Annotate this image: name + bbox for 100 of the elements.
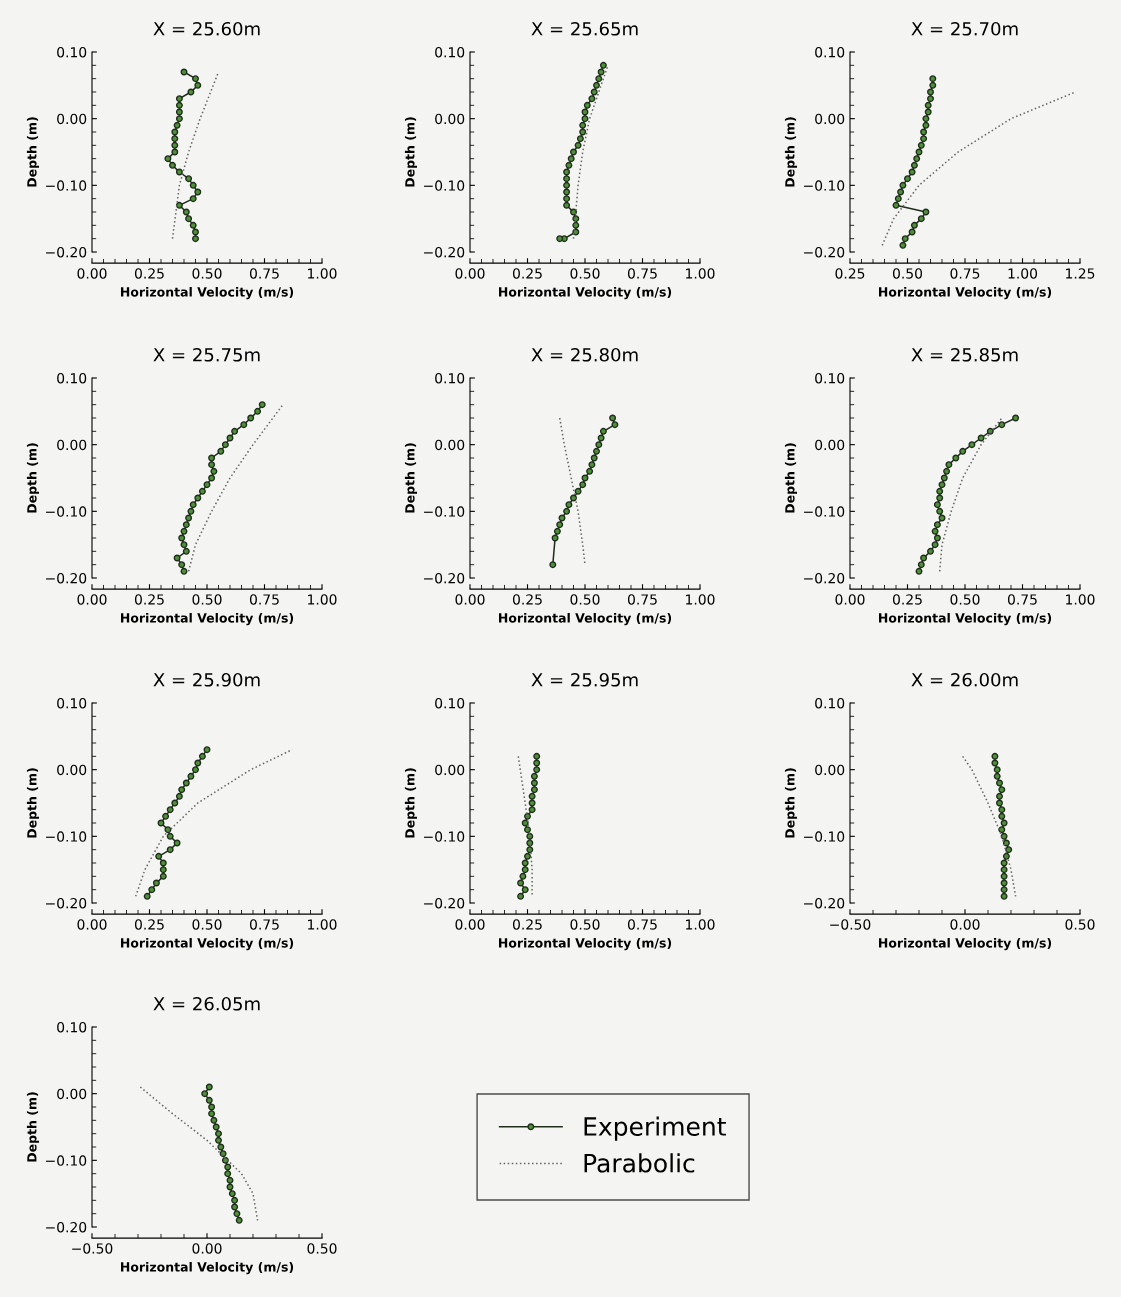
point xyxy=(208,454,216,462)
point xyxy=(164,155,172,163)
point xyxy=(927,88,934,96)
point xyxy=(162,812,170,820)
point xyxy=(519,872,527,880)
chart-title: X = 25.90m xyxy=(153,672,260,687)
y-axis-title: Depth (m) xyxy=(784,768,798,838)
point xyxy=(567,155,575,163)
point xyxy=(922,115,930,123)
point xyxy=(968,441,976,449)
point xyxy=(185,175,193,183)
point xyxy=(521,886,529,894)
point xyxy=(611,421,619,429)
point xyxy=(1002,852,1010,860)
point xyxy=(998,786,1006,794)
point xyxy=(933,534,941,542)
point xyxy=(563,195,571,203)
point xyxy=(563,181,571,189)
y-tick-label: 0.10 xyxy=(57,1021,87,1033)
point xyxy=(901,235,909,243)
y-axis-title: Depth (m) xyxy=(784,117,798,187)
point xyxy=(920,128,928,136)
point xyxy=(996,792,1003,800)
point xyxy=(521,859,529,867)
line-series xyxy=(171,71,220,240)
point xyxy=(917,215,925,223)
point xyxy=(1000,892,1008,900)
x-axis-title: Horizontal Velocity (m/s) xyxy=(499,612,672,626)
point xyxy=(180,567,188,575)
point xyxy=(152,879,160,887)
point xyxy=(579,128,587,136)
chart-title: X = 26.00m xyxy=(911,672,1018,687)
point xyxy=(526,846,534,854)
point xyxy=(159,872,167,880)
y-tick-label: −0.10 xyxy=(804,180,845,191)
point xyxy=(933,501,941,509)
point xyxy=(924,108,932,116)
x-tick-label: 0.50 xyxy=(192,594,222,605)
x-tick-label: 0.50 xyxy=(570,919,600,930)
point xyxy=(1000,819,1008,827)
point xyxy=(192,235,199,243)
point xyxy=(171,141,179,149)
y-tick-label: −0.10 xyxy=(46,831,87,842)
y-axis-title: Depth (m) xyxy=(26,117,40,187)
point xyxy=(189,501,197,509)
point xyxy=(201,1090,209,1098)
point xyxy=(175,115,183,123)
point xyxy=(194,188,202,196)
y-tick-label: 0.00 xyxy=(57,113,87,125)
y-tick-label: −0.20 xyxy=(46,1221,87,1233)
x-tick-label: 0.75 xyxy=(627,594,657,605)
point xyxy=(556,521,564,529)
point xyxy=(178,534,186,542)
point xyxy=(998,806,1006,814)
point xyxy=(224,1163,232,1171)
point xyxy=(235,1216,243,1224)
x-tick-label: 0.25 xyxy=(134,594,164,605)
x-tick-label: 0.75 xyxy=(1007,594,1037,605)
point xyxy=(530,772,538,780)
point xyxy=(593,81,600,89)
point xyxy=(185,514,193,522)
point xyxy=(187,88,195,96)
point xyxy=(171,135,179,143)
y-tick-label: −0.10 xyxy=(804,506,845,517)
point xyxy=(221,441,229,449)
point xyxy=(217,447,225,455)
x-tick-label: 0.00 xyxy=(192,1243,222,1254)
point xyxy=(565,161,573,169)
point xyxy=(189,181,197,189)
point xyxy=(210,467,218,475)
y-tick-label: 0.10 xyxy=(57,46,87,58)
point xyxy=(198,752,206,760)
point xyxy=(597,68,605,76)
y-tick-label: 0.10 xyxy=(435,46,465,58)
y-tick-label: 0.10 xyxy=(815,372,845,384)
point xyxy=(574,141,582,149)
point xyxy=(185,215,193,223)
point xyxy=(570,494,577,502)
point xyxy=(892,201,900,209)
point xyxy=(609,414,617,422)
point xyxy=(258,401,266,409)
point xyxy=(593,447,600,455)
point xyxy=(175,201,183,209)
y-tick-label: 0.00 xyxy=(815,113,845,125)
point xyxy=(210,1116,218,1124)
x-tick-label: 0.00 xyxy=(77,919,107,930)
point xyxy=(998,421,1006,429)
point xyxy=(143,892,151,900)
point xyxy=(931,541,939,549)
point xyxy=(570,208,577,216)
point xyxy=(572,221,580,229)
y-tick-label: 0.00 xyxy=(57,764,87,776)
point xyxy=(233,1210,241,1218)
chart-title: X = 25.60m xyxy=(153,21,260,36)
point xyxy=(551,534,559,542)
x-tick-label: −0.50 xyxy=(830,919,871,930)
point xyxy=(178,786,186,794)
point xyxy=(904,175,911,183)
point xyxy=(959,447,967,455)
line-series xyxy=(938,417,1003,573)
